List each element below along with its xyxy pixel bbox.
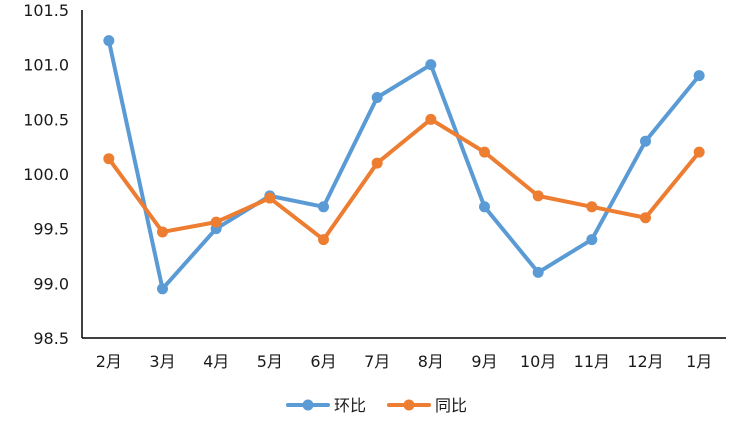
x-tick-label: 5月 bbox=[257, 352, 283, 371]
x-tick-label: 8月 bbox=[418, 352, 444, 371]
legend-item: 环比 bbox=[286, 396, 366, 415]
series-group bbox=[103, 35, 705, 295]
data-point bbox=[586, 234, 598, 246]
data-point bbox=[640, 135, 651, 147]
x-tick-label: 3月 bbox=[149, 352, 175, 371]
x-tick-label: 11月 bbox=[574, 352, 610, 371]
data-point bbox=[210, 216, 222, 228]
data-point bbox=[693, 146, 705, 158]
legend-item: 同比 bbox=[387, 396, 467, 415]
y-tick-label: 101.0 bbox=[23, 56, 69, 75]
legend-swatch-marker bbox=[403, 399, 415, 411]
legend-label: 同比 bbox=[435, 396, 467, 415]
x-tick-label: 4月 bbox=[203, 352, 229, 371]
series-2 bbox=[103, 113, 705, 246]
y-tick-label: 99.0 bbox=[33, 274, 69, 293]
data-point bbox=[479, 146, 490, 158]
x-tick-label: 7月 bbox=[364, 352, 390, 371]
x-tick-label: 6月 bbox=[310, 352, 336, 371]
y-tick-label: 100.0 bbox=[23, 165, 69, 184]
data-point bbox=[640, 212, 651, 224]
x-tick-labels: 2月 3月 4月 5月 6月 7月 8月 9月 10月 11月 12月 1月 bbox=[96, 352, 713, 371]
data-point bbox=[586, 201, 598, 213]
data-point bbox=[425, 59, 437, 71]
y-tick-label: 101.5 bbox=[23, 1, 69, 20]
data-point bbox=[103, 153, 115, 165]
legend: 环比 同比 bbox=[286, 396, 467, 415]
x-tick-label: 2月 bbox=[96, 352, 122, 371]
y-tick-label: 99.5 bbox=[33, 220, 69, 239]
data-point bbox=[264, 192, 276, 204]
data-point bbox=[157, 226, 168, 238]
data-point bbox=[371, 157, 383, 169]
series-line bbox=[106, 38, 702, 291]
data-point bbox=[532, 266, 544, 278]
x-tick-label: 9月 bbox=[471, 352, 497, 371]
y-tick-label: 98.5 bbox=[33, 329, 69, 348]
data-point bbox=[532, 190, 544, 202]
data-point bbox=[157, 283, 168, 295]
data-point bbox=[479, 201, 490, 213]
y-tick-labels: 98.5 99.0 99.5 100.0 100.5 101.0 101.5 bbox=[23, 1, 69, 348]
x-tick-label: 1月 bbox=[686, 352, 712, 371]
data-point bbox=[371, 91, 383, 103]
data-point bbox=[318, 234, 329, 246]
data-point bbox=[318, 201, 329, 213]
x-tick-label: 12月 bbox=[627, 352, 663, 371]
data-point bbox=[103, 35, 115, 47]
legend-swatch-marker bbox=[302, 399, 314, 411]
y-tick-label: 100.5 bbox=[23, 110, 69, 129]
series-1 bbox=[103, 35, 705, 295]
axes bbox=[81, 10, 726, 339]
series-line bbox=[106, 117, 702, 242]
x-tick-label: 10月 bbox=[520, 352, 556, 371]
data-point bbox=[693, 70, 705, 82]
legend-label: 环比 bbox=[334, 396, 366, 415]
data-point bbox=[425, 113, 437, 125]
